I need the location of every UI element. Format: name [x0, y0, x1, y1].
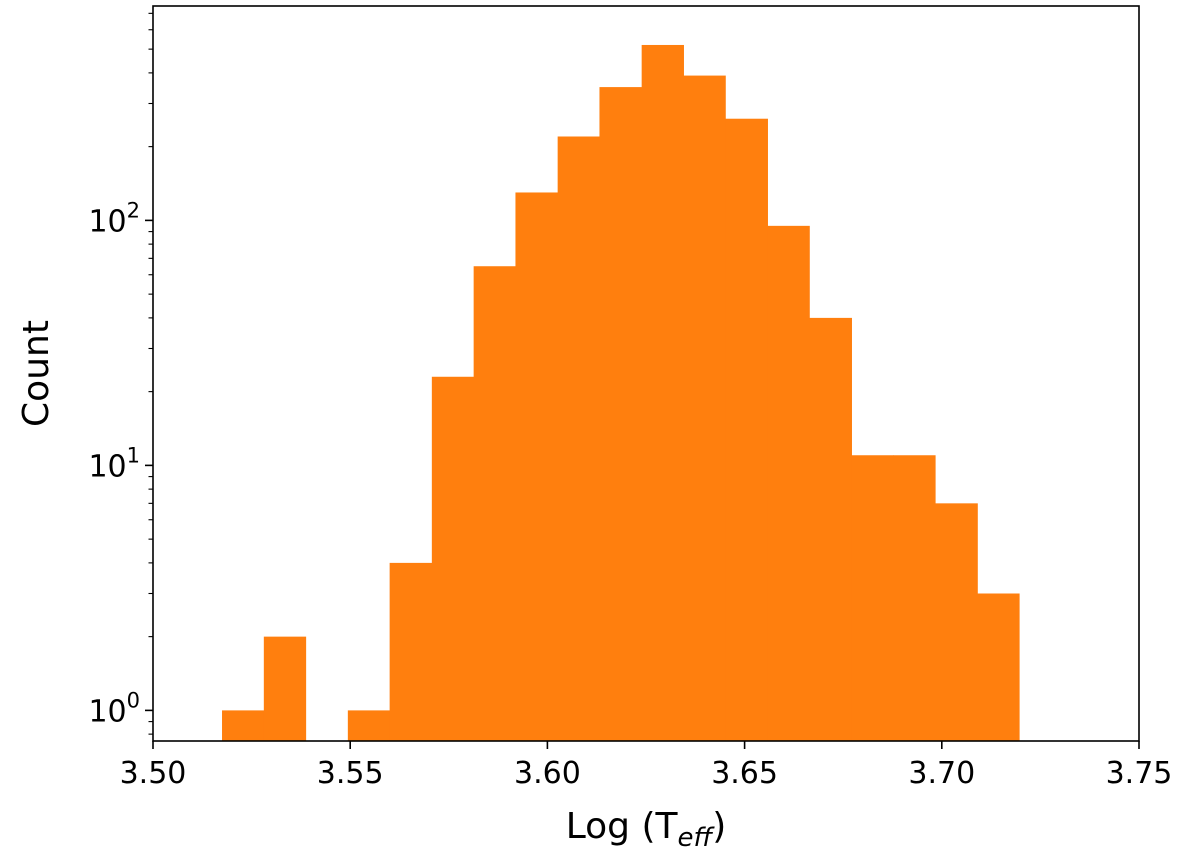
- histogram-bar: [473, 266, 516, 741]
- x-axis-title-close: ): [712, 806, 726, 847]
- histogram-bar: [893, 455, 936, 741]
- histogram-bar: [935, 503, 978, 741]
- histogram-bar: [599, 87, 643, 742]
- histogram-bar: [389, 562, 433, 741]
- histogram-bar: [557, 136, 600, 741]
- y-tick-label: 102: [88, 198, 140, 239]
- histogram-bar: [767, 225, 810, 742]
- histogram-bar: [347, 710, 391, 741]
- histogram-bar: [641, 44, 684, 742]
- x-tick-label: 3.50: [120, 756, 187, 791]
- x-tick-label: 3.75: [1106, 756, 1173, 791]
- plot-frame: [152, 5, 1140, 742]
- y-tick-label-base: 10: [88, 449, 126, 484]
- y-axis-title: Count: [16, 320, 57, 427]
- x-tick-label: 3.60: [514, 756, 581, 791]
- histogram-bar: [851, 455, 894, 741]
- y-tick-label: 101: [88, 443, 140, 484]
- y-tick-label: 100: [88, 688, 140, 729]
- y-tick-label-base: 10: [88, 204, 126, 239]
- histogram-bar: [683, 75, 726, 742]
- histogram-bar: [222, 710, 265, 741]
- y-tick-label-exponent: 0: [127, 688, 140, 712]
- histogram-bar: [809, 317, 852, 741]
- x-axis-title-base: Log (T: [566, 806, 679, 847]
- histogram-bar: [431, 376, 475, 741]
- histogram-bar: [263, 636, 307, 741]
- histogram-bar: [515, 192, 559, 742]
- x-tick-label: 3.65: [711, 756, 778, 791]
- y-tick-label-base: 10: [88, 694, 126, 729]
- x-axis-title: Log (Teff): [566, 806, 727, 853]
- histogram-bar: [725, 118, 768, 741]
- histogram-bar: [977, 593, 1020, 741]
- y-tick-label-exponent: 1: [127, 443, 140, 467]
- x-axis-title-subscript: eff: [677, 823, 715, 853]
- x-axis: 3.50 3.55 3.60 3.65 3.70 3.75: [120, 741, 1173, 791]
- x-tick-label: 3.55: [317, 756, 384, 791]
- y-tick-label-exponent: 2: [127, 198, 140, 222]
- x-tick-label: 3.70: [908, 756, 975, 791]
- histogram-bars: [222, 44, 1020, 742]
